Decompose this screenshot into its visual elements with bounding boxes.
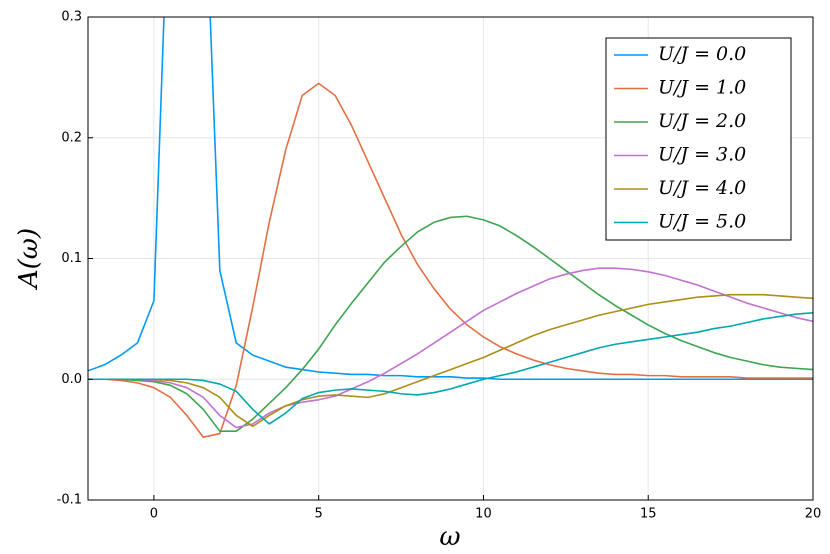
series-line (88, 215, 813, 432)
series-line (88, 17, 813, 381)
y-tick-label: 0.1 (61, 251, 82, 266)
legend-label: U/J = 4.0 (658, 177, 746, 199)
series-line (88, 293, 813, 428)
series-line (88, 312, 813, 425)
x-axis-label: ω (439, 522, 460, 552)
y-tick-label: 0.2 (61, 130, 82, 145)
y-tick-label: -0.1 (57, 493, 82, 508)
legend-label: U/J = 1.0 (658, 77, 746, 99)
y-tick-label: 0.3 (61, 10, 82, 25)
legend-label: U/J = 0.0 (658, 43, 746, 65)
x-tick-label: 0 (150, 507, 158, 522)
x-tick-label: 20 (805, 507, 822, 522)
x-tick-label: 5 (315, 507, 323, 522)
legend-box (605, 37, 792, 241)
plot-lines (88, 17, 813, 439)
series-line (88, 82, 813, 439)
legend-label: U/J = 3.0 (658, 144, 746, 166)
y-tick-label: 0.0 (61, 372, 82, 387)
legend-label: U/J = 5.0 (658, 211, 746, 233)
y-axis-label: A(ω) (14, 228, 44, 290)
legend: U/J = 0.0 U/J = 1.0 U/J = 2.0 U/J = 3.0 U/J … (605, 37, 792, 241)
series-line (88, 267, 813, 429)
legend-label: U/J = 2.0 (658, 110, 746, 132)
x-tick-label: 10 (475, 507, 492, 522)
x-tick-label: 15 (640, 507, 657, 522)
